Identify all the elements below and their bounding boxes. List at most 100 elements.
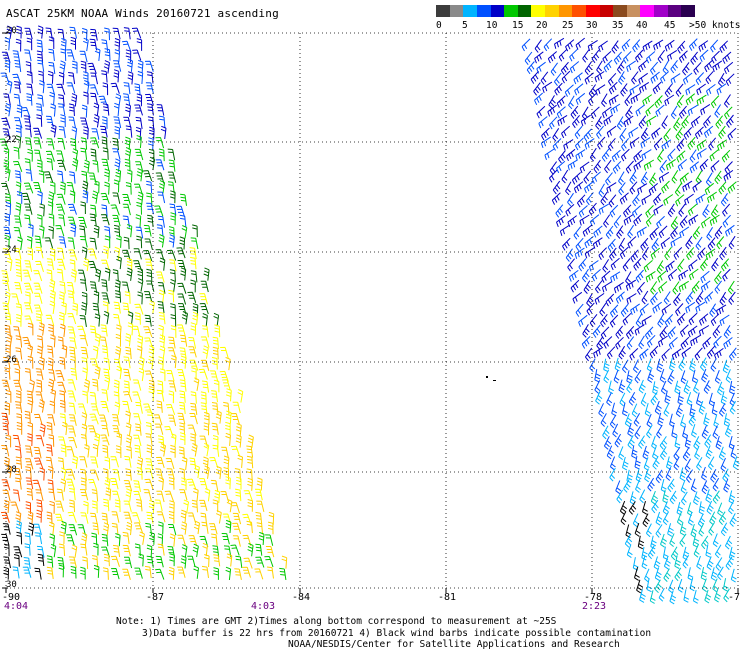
wind-barb — [122, 531, 130, 545]
wind-barb — [131, 512, 141, 524]
pass-time-label: 4:04 — [4, 601, 29, 612]
wind-barb — [101, 279, 108, 292]
wind-barb — [215, 465, 222, 480]
wind-barb — [77, 403, 87, 415]
wind-barb — [669, 413, 676, 428]
wind-barb — [231, 445, 241, 457]
wind-barb — [242, 513, 252, 525]
wind-barb — [603, 436, 612, 450]
wind-barb — [669, 490, 678, 505]
wind-barb — [714, 280, 722, 294]
wind-barb — [256, 522, 264, 535]
wind-barb — [615, 336, 624, 350]
wind-barb — [70, 223, 77, 237]
wind-barb — [14, 59, 22, 73]
wind-barb — [654, 95, 663, 109]
wind-barb — [168, 289, 175, 303]
wind-barb — [565, 204, 575, 217]
wind-barb — [15, 268, 22, 282]
wind-barb — [640, 392, 647, 407]
wind-barb — [608, 194, 617, 208]
wind-barb — [56, 83, 66, 95]
wind-barb — [159, 345, 166, 359]
wind-barb — [726, 114, 734, 128]
wind-barb — [716, 304, 727, 316]
wind-barb — [588, 84, 597, 98]
wind-barb — [607, 72, 617, 86]
wind-barb — [0, 138, 9, 150]
wind-barb — [281, 555, 288, 569]
wind-barb — [667, 478, 675, 493]
wind-barb — [158, 289, 165, 303]
wind-barb — [693, 491, 700, 506]
wind-barb — [692, 180, 702, 193]
wind-barb — [87, 62, 97, 74]
wind-barb — [704, 434, 712, 448]
wind-barb — [143, 224, 152, 237]
wind-barb-map — [0, 25, 740, 605]
wind-barb — [534, 39, 542, 53]
wind-barb — [134, 83, 141, 96]
wind-barb — [137, 278, 144, 292]
wind-barb — [134, 567, 143, 579]
wind-barb — [88, 172, 97, 184]
wind-barb — [135, 226, 144, 239]
wind-barb — [157, 191, 166, 204]
wind-barb — [265, 546, 275, 558]
wind-barb — [584, 61, 593, 76]
wind-barb — [567, 159, 578, 171]
wind-barb — [83, 257, 90, 272]
wind-barb — [12, 50, 21, 63]
wind-barb — [126, 267, 133, 281]
wind-barb — [719, 314, 730, 326]
wind-barb — [154, 499, 163, 512]
wind-barb — [46, 258, 54, 271]
wind-barb — [601, 281, 612, 293]
wind-barb — [138, 356, 145, 370]
wind-barb — [645, 523, 652, 538]
wind-barb — [533, 82, 541, 96]
wind-barb — [213, 554, 221, 567]
wind-barb — [80, 201, 86, 215]
wind-barb — [720, 193, 729, 207]
wind-barb — [623, 479, 631, 493]
wind-barb — [44, 237, 54, 249]
wind-barb — [3, 456, 10, 471]
wind-barb — [4, 167, 11, 182]
wind-barb — [700, 566, 708, 581]
wind-barb — [618, 446, 625, 460]
wind-barb — [712, 60, 723, 72]
wind-barb — [623, 204, 632, 218]
wind-barb — [634, 369, 642, 384]
wind-barb — [103, 368, 111, 381]
wind-barb — [100, 192, 110, 205]
wind-barb — [111, 490, 121, 502]
wind-barb — [707, 191, 717, 203]
wind-barb — [595, 390, 603, 405]
wind-barb — [653, 204, 664, 216]
wind-barb — [177, 282, 187, 294]
wind-barb — [123, 380, 130, 393]
wind-barb — [652, 455, 660, 470]
wind-barb — [68, 414, 77, 426]
wind-barb — [104, 456, 111, 470]
wind-barb — [27, 322, 34, 336]
wind-barb — [144, 238, 153, 250]
wind-barb — [646, 424, 653, 439]
wind-barb — [616, 116, 625, 130]
wind-barb — [554, 82, 563, 96]
wind-barb — [556, 95, 566, 108]
wind-barb — [57, 103, 66, 116]
wind-barb — [12, 73, 22, 85]
wind-barb — [230, 544, 240, 556]
wind-barb — [34, 292, 43, 304]
wind-barb — [104, 235, 111, 249]
wind-barb — [720, 258, 730, 272]
wind-barb — [582, 49, 590, 63]
wind-barb — [36, 509, 42, 523]
wind-barb — [247, 434, 254, 448]
wind-barb — [677, 159, 688, 172]
wind-barb — [1, 51, 11, 63]
wind-barb — [657, 270, 667, 283]
wind-barb — [693, 543, 700, 558]
